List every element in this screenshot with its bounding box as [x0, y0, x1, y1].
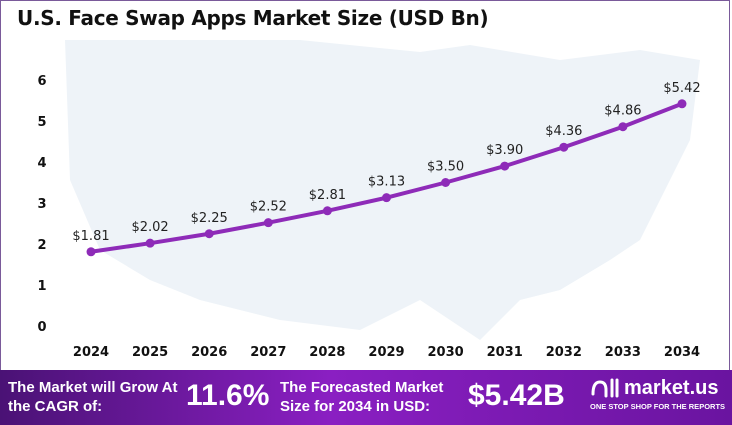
y-tick-label: 1 [37, 279, 46, 294]
data-label: $2.81 [309, 188, 346, 203]
data-label: $2.02 [131, 220, 168, 235]
line-chart: 0 1 2 3 4 5 6 2024 2025 2026 2027 2028 2029 2030 2031 2… [37, 40, 701, 360]
data-label: $5.42 [663, 81, 700, 96]
data-point [559, 142, 569, 152]
x-tick-label: 2027 [250, 345, 286, 360]
data-label: $1.81 [72, 229, 109, 244]
data-point [441, 178, 451, 187]
data-point [263, 218, 273, 228]
data-point [677, 99, 687, 109]
market-us-logo: market.us ONE STOP SHOP FOR THE REPORTS [590, 376, 730, 411]
x-tick-label: 2034 [664, 345, 700, 360]
x-tick-label: 2024 [73, 345, 109, 360]
forecast-value: $5.42B [468, 379, 565, 412]
x-tick-label: 2025 [132, 345, 168, 360]
data-point [618, 122, 628, 132]
forecast-label: The Forecasted Market Size for 2034 in U… [280, 379, 444, 415]
data-label: $3.90 [486, 143, 523, 158]
logo-text: market.us [624, 377, 719, 399]
y-tick-label: 4 [37, 156, 46, 171]
y-tick-label: 3 [37, 197, 46, 212]
data-label: $2.25 [191, 211, 228, 226]
data-label: $4.86 [604, 104, 641, 119]
chart-title: U.S. Face Swap Apps Market Size (USD Bn) [17, 6, 489, 30]
cagr-value: 11.6% [186, 379, 270, 412]
logo-icon [591, 378, 619, 398]
data-label: $2.52 [250, 200, 287, 215]
y-tick-label: 2 [37, 238, 46, 253]
data-point [204, 229, 214, 239]
y-tick-label: 6 [37, 74, 46, 89]
cagr-label: The Market will Grow At the CAGR of: [8, 379, 178, 415]
data-label: $3.50 [427, 160, 464, 175]
y-tick-label: 5 [37, 115, 46, 130]
data-point [500, 161, 510, 171]
data-point [382, 193, 391, 203]
x-tick-label: 2028 [309, 345, 345, 360]
us-map-background [65, 40, 700, 340]
x-tick-label: 2031 [487, 345, 523, 360]
data-label: $4.36 [545, 124, 582, 139]
summary-banner: The Market will Grow At the CAGR of: 11.… [0, 370, 732, 425]
y-tick-label: 0 [37, 320, 46, 335]
x-tick-label: 2026 [191, 345, 227, 360]
x-tick-label: 2033 [605, 345, 641, 360]
data-point [145, 238, 155, 248]
x-tick-label: 2032 [546, 345, 582, 360]
data-point [322, 206, 332, 216]
x-tick-label: 2030 [428, 345, 464, 360]
data-point [86, 247, 96, 257]
data-label: $3.13 [368, 175, 405, 190]
logo-tagline: ONE STOP SHOP FOR THE REPORTS [590, 402, 726, 411]
x-tick-label: 2029 [368, 345, 404, 360]
